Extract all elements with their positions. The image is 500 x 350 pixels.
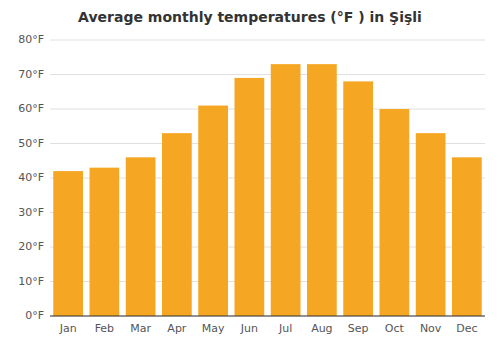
bar <box>271 64 301 316</box>
x-axis-line <box>50 316 485 317</box>
x-tick-label: May <box>202 322 225 335</box>
y-tick-label: 70°F <box>18 68 44 81</box>
x-tick-label: Dec <box>456 322 477 335</box>
y-tick-label: 10°F <box>18 275 44 288</box>
bar <box>380 109 410 316</box>
x-tick-label: Sep <box>348 322 369 335</box>
bars <box>53 64 481 316</box>
x-tick-label: Jan <box>59 322 77 335</box>
bar <box>162 133 192 316</box>
y-tick-label: 60°F <box>18 102 44 115</box>
page: {"chart_data": {"type": "bar", "title": … <box>0 0 500 350</box>
bar <box>198 106 228 316</box>
x-tick-label: Aug <box>311 322 332 335</box>
bar <box>235 78 265 316</box>
x-tick-label: Oct <box>385 322 405 335</box>
grid-line <box>50 40 485 41</box>
grid-line <box>50 316 485 317</box>
x-tick-label: Nov <box>420 322 442 335</box>
grid-line <box>50 109 485 110</box>
y-tick-label: 0°F <box>25 309 44 322</box>
y-tick-label: 40°F <box>18 171 44 184</box>
bar <box>416 133 446 316</box>
bar <box>343 81 373 316</box>
chart-svg: Average monthly temperatures (°F ) in Şi… <box>0 0 500 350</box>
y-axis: 0°F 10°F 20°F 30°F 40°F 50°F 60°F 70°F 80°F <box>18 33 485 322</box>
x-tick-label: Mar <box>130 322 151 335</box>
bar <box>452 157 482 316</box>
bar <box>53 171 83 316</box>
y-tick-label: 20°F <box>18 240 44 253</box>
y-tick-label: 50°F <box>18 137 44 150</box>
title: Average monthly temperatures (°F ) in Şi… <box>78 9 422 25</box>
grid-line <box>50 74 485 75</box>
x-tick-label: Apr <box>167 322 187 335</box>
x-tick-label: Jun <box>240 322 258 335</box>
x-tick-label: Feb <box>95 322 114 335</box>
y-tick-label: 80°F <box>18 33 44 46</box>
chart-container: Average monthly temperatures (°F ) in Şi… <box>0 0 500 350</box>
y-tick-label: 30°F <box>18 206 44 219</box>
x-tick-label: Jul <box>278 322 292 335</box>
bar <box>90 168 120 316</box>
x-axis: Jan Feb Mar Apr May Jun Jul Aug Sep Oct Nov Dec <box>59 322 478 335</box>
bar <box>307 64 337 316</box>
bar <box>126 157 156 316</box>
